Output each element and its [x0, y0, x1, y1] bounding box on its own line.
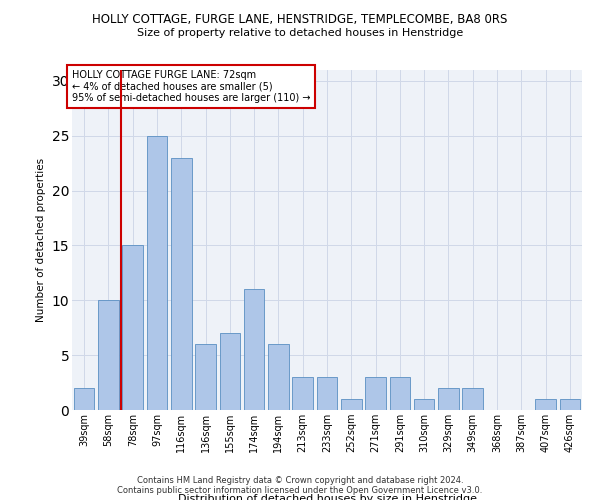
Text: Size of property relative to detached houses in Henstridge: Size of property relative to detached ho… — [137, 28, 463, 38]
Bar — [560, 399, 580, 410]
Bar — [171, 158, 191, 410]
Bar — [244, 290, 265, 410]
Bar — [438, 388, 459, 410]
Bar — [74, 388, 94, 410]
Text: Contains HM Land Registry data © Crown copyright and database right 2024.
Contai: Contains HM Land Registry data © Crown c… — [118, 476, 482, 495]
Bar — [146, 136, 167, 410]
Bar — [268, 344, 289, 410]
Bar — [122, 246, 143, 410]
Y-axis label: Number of detached properties: Number of detached properties — [36, 158, 46, 322]
Text: HOLLY COTTAGE FURGE LANE: 72sqm
← 4% of detached houses are smaller (5)
95% of s: HOLLY COTTAGE FURGE LANE: 72sqm ← 4% of … — [72, 70, 311, 103]
Bar — [195, 344, 216, 410]
Bar — [463, 388, 483, 410]
Bar — [389, 377, 410, 410]
Bar — [292, 377, 313, 410]
Bar — [220, 333, 240, 410]
Bar — [317, 377, 337, 410]
Text: HOLLY COTTAGE, FURGE LANE, HENSTRIDGE, TEMPLECOMBE, BA8 0RS: HOLLY COTTAGE, FURGE LANE, HENSTRIDGE, T… — [92, 12, 508, 26]
X-axis label: Distribution of detached houses by size in Henstridge: Distribution of detached houses by size … — [178, 494, 476, 500]
Bar — [535, 399, 556, 410]
Bar — [414, 399, 434, 410]
Bar — [365, 377, 386, 410]
Bar — [98, 300, 119, 410]
Bar — [341, 399, 362, 410]
